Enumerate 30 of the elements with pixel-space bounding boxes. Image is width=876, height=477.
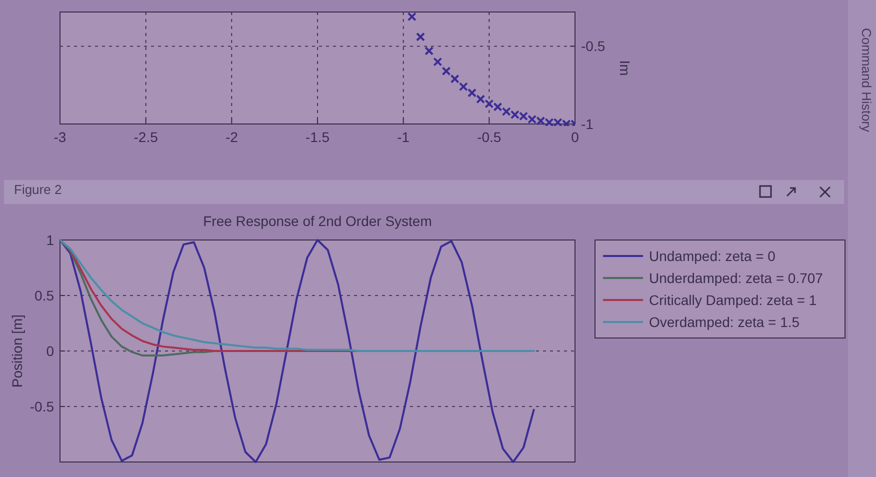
point (468, 88, 476, 98)
x-tick-label: -1.5 (305, 129, 330, 145)
chart-title: Free Response of 2nd Order System (203, 213, 432, 229)
text: Command History (859, 28, 874, 133)
point (433, 57, 442, 66)
x-tick-label: -0.5 (477, 129, 502, 145)
y-tick-label: 0.5 (34, 288, 54, 304)
legend-label: Undamped: zeta = 0 (649, 248, 776, 264)
caption: Figure 2 (14, 182, 62, 197)
y-axis-title: Im (617, 60, 633, 76)
x-tick-label: -2.5 (134, 129, 158, 145)
point (450, 74, 460, 84)
x-tick-label: -3 (54, 129, 66, 145)
point (416, 32, 425, 42)
point (476, 94, 486, 104)
y-tick-label: 0 (46, 343, 54, 359)
point (442, 66, 451, 76)
point (407, 12, 416, 22)
point (458, 82, 468, 92)
line-series (60, 239, 535, 463)
x-tick-label: -2 (225, 129, 238, 145)
legend-label: Underdamped: zeta = 0.707 (649, 270, 824, 286)
legend-label: Critically Damped: zeta = 1 (649, 292, 817, 308)
y-tick-label: 1 (46, 232, 54, 248)
x-tick-label: -1 (397, 129, 410, 145)
x-tick-label: 0 (571, 129, 580, 145)
y-tick-label: -0.5 (30, 398, 54, 414)
point (424, 46, 434, 56)
legend-label: Overdamped: zeta = 1.5 (649, 314, 800, 330)
y-axis-title: Position [m] (9, 314, 25, 388)
